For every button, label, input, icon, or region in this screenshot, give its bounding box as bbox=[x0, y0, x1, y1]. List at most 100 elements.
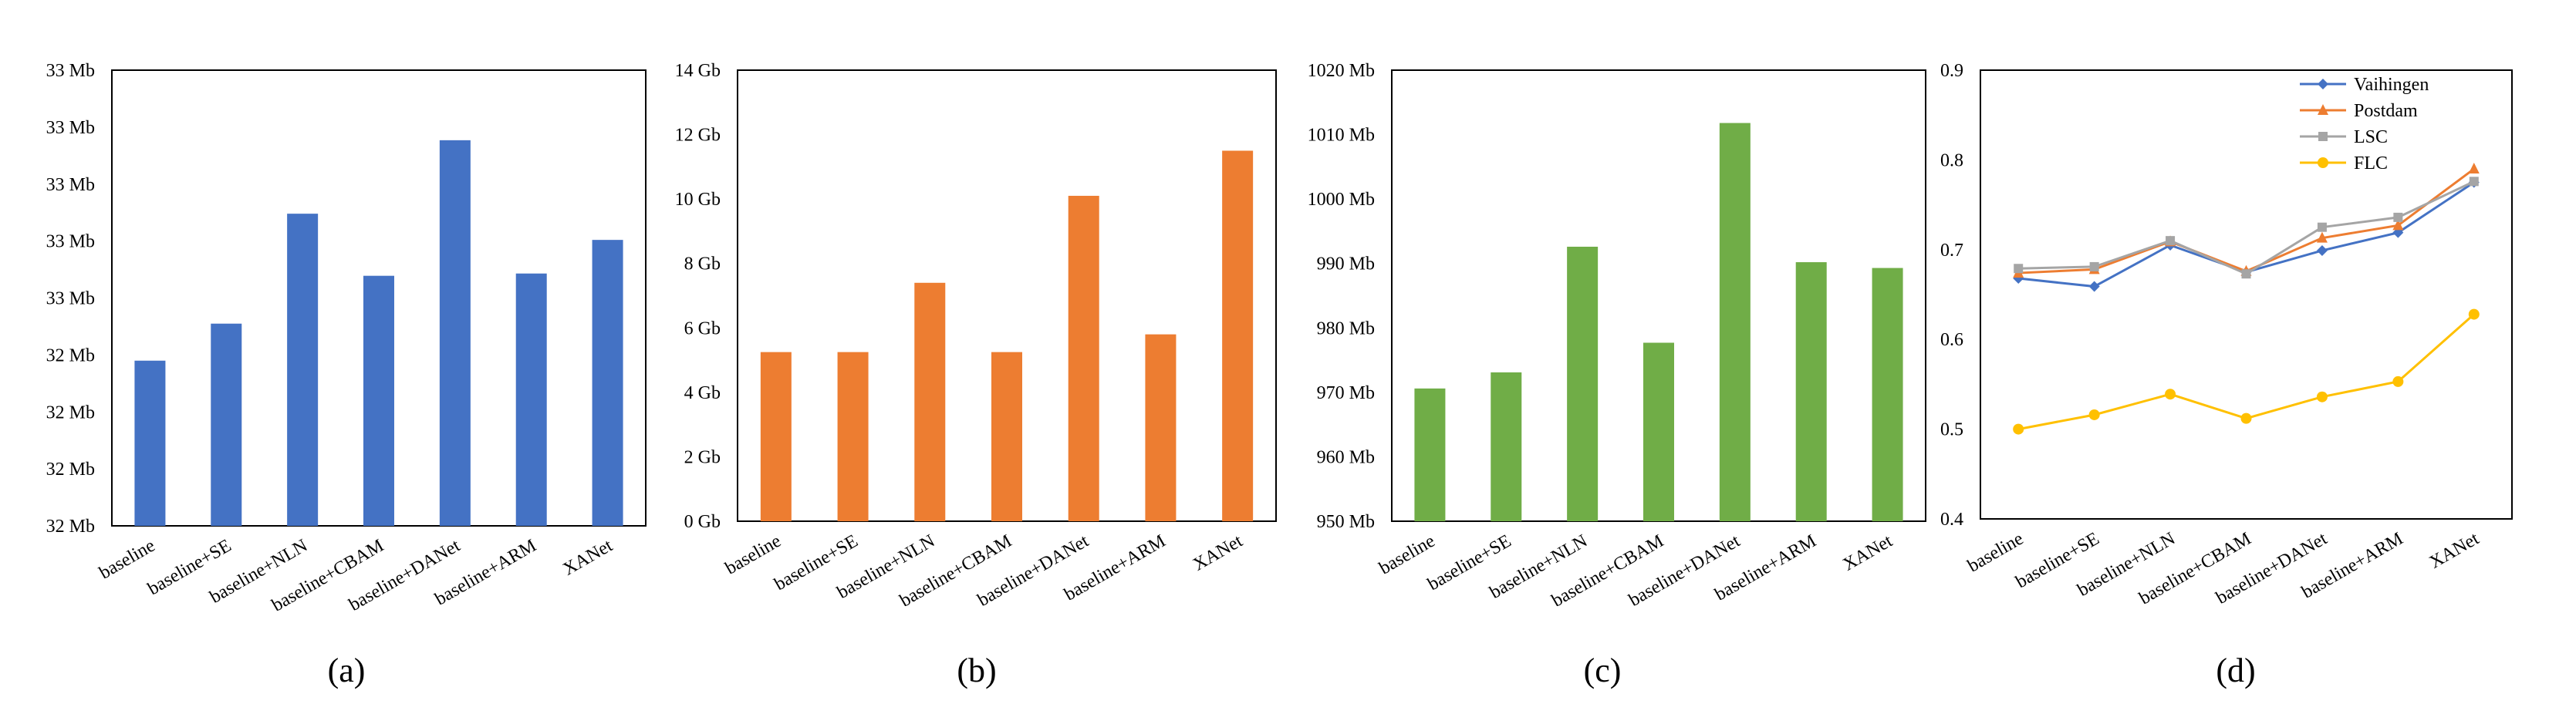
bar-7 bbox=[1872, 268, 1903, 521]
bar-2 bbox=[211, 323, 242, 526]
data-point bbox=[2088, 281, 2100, 292]
y-tick-label: 0.8 bbox=[1940, 150, 1963, 170]
y-tick-label: 32 Mb bbox=[46, 517, 95, 537]
bar-6 bbox=[515, 273, 547, 526]
data-point bbox=[2165, 389, 2176, 400]
y-tick-label: 1000 Mb bbox=[1308, 190, 1375, 210]
legend-label: Postdam bbox=[2354, 101, 2418, 121]
y-tick-label: 970 Mb bbox=[1317, 383, 1375, 403]
legend-marker bbox=[2318, 79, 2328, 89]
subfigure-label: (c) bbox=[1584, 652, 1622, 689]
bar-4 bbox=[363, 275, 394, 526]
y-tick-label: 4 Gb bbox=[684, 383, 721, 403]
y-tick-label: 32 Mb bbox=[46, 345, 95, 365]
y-tick-label: 0.4 bbox=[1940, 510, 1963, 530]
x-category-label: baseline bbox=[722, 531, 785, 579]
data-point bbox=[2088, 409, 2100, 420]
chart-panel-2: 0 Gb 2 Gb 4 Gb 6 Gb 8 Gb 10 Gb 12 Gb 14 Gb basel… bbox=[675, 61, 1277, 689]
y-tick-label: 2 Gb bbox=[684, 447, 721, 467]
x-category-label: XANet bbox=[2426, 529, 2483, 573]
y-tick-label: 6 Gb bbox=[684, 318, 721, 338]
data-point bbox=[2393, 212, 2403, 222]
y-tick-label: 33 Mb bbox=[46, 118, 95, 138]
y-tick-label: 33 Mb bbox=[46, 175, 95, 195]
bar-5 bbox=[1068, 195, 1099, 521]
bar-7 bbox=[1222, 150, 1254, 521]
x-category-label: XANet bbox=[560, 536, 616, 580]
y-tick-label: 0 Gb bbox=[684, 512, 721, 532]
bar-6 bbox=[1145, 334, 1177, 521]
bar-3 bbox=[1567, 246, 1599, 521]
bar-2 bbox=[1491, 372, 1522, 521]
bar-1 bbox=[134, 360, 166, 526]
series-line bbox=[2017, 313, 2475, 431]
y-tick-label: 33 Mb bbox=[46, 289, 95, 309]
data-point bbox=[2240, 413, 2252, 424]
data-point bbox=[2317, 222, 2327, 232]
y-tick-label: 0.9 bbox=[1940, 61, 1963, 81]
data-point bbox=[2013, 423, 2024, 435]
y-tick-label: 960 Mb bbox=[1317, 447, 1375, 467]
data-point bbox=[2316, 231, 2328, 243]
x-category-label: XANet bbox=[1190, 531, 1246, 575]
y-tick-label: 1010 Mb bbox=[1308, 126, 1375, 146]
y-tick-label: 980 Mb bbox=[1317, 318, 1375, 338]
x-category-label: baseline bbox=[96, 536, 158, 584]
y-tick-label: 32 Mb bbox=[46, 460, 95, 480]
chart-panel-1: 32 Mb 32 Mb 32 Mb 32 Mb 33 Mb 33 Mb 33 Mb 33 Mb… bbox=[46, 61, 647, 689]
bar-5 bbox=[1719, 123, 1751, 521]
data-point bbox=[2089, 261, 2099, 271]
bar-2 bbox=[837, 352, 869, 521]
subfigure-label: (b) bbox=[957, 652, 996, 689]
data-point bbox=[2316, 244, 2328, 256]
y-tick-label: 33 Mb bbox=[46, 232, 95, 252]
data-point bbox=[2469, 177, 2479, 187]
legend-label: LSC bbox=[2354, 127, 2388, 147]
bar-3 bbox=[287, 214, 319, 526]
data-point bbox=[2468, 308, 2480, 320]
legend-marker bbox=[2318, 132, 2328, 141]
data-point bbox=[2014, 264, 2024, 274]
y-tick-label: 12 Gb bbox=[675, 126, 721, 146]
y-tick-label: 32 Mb bbox=[46, 402, 95, 423]
data-point bbox=[2316, 391, 2328, 402]
y-tick-label: 990 Mb bbox=[1317, 254, 1375, 274]
legend-marker bbox=[2318, 104, 2328, 115]
bar-6 bbox=[1795, 262, 1827, 521]
legend-marker bbox=[2318, 157, 2328, 168]
data-point bbox=[2468, 163, 2480, 174]
y-tick-label: 1020 Mb bbox=[1308, 61, 1375, 81]
data-point bbox=[2392, 219, 2404, 231]
legend-label: Vaihingen bbox=[2354, 75, 2429, 95]
y-tick-label: 0.7 bbox=[1940, 241, 1963, 261]
y-tick-label: 0.6 bbox=[1940, 330, 1963, 350]
subfigure-label: (a) bbox=[328, 652, 366, 689]
chart-panel-3: 950 Mb 960 Mb 970 Mb 980 Mb 990 Mb 1000 Mb 101… bbox=[1308, 61, 1926, 689]
series-lsc bbox=[2014, 177, 2479, 279]
plot-frame bbox=[1980, 69, 2513, 520]
bar-1 bbox=[1414, 388, 1446, 521]
bar-5 bbox=[439, 140, 471, 526]
chart-panel-4: 0.40.50.60.70.80.9baselinebaseline+SEbas… bbox=[1940, 61, 2513, 689]
series-postdam bbox=[2013, 163, 2480, 278]
bar-4 bbox=[991, 352, 1022, 521]
y-tick-label: 8 Gb bbox=[684, 254, 721, 274]
bar-3 bbox=[914, 282, 946, 521]
subfigure-label: (d) bbox=[2216, 652, 2255, 689]
y-tick-label: 10 Gb bbox=[675, 190, 721, 210]
data-point bbox=[2241, 269, 2251, 279]
y-tick-label: 14 Gb bbox=[675, 61, 721, 81]
series-line bbox=[2018, 167, 2475, 274]
bar-1 bbox=[760, 352, 792, 521]
data-point bbox=[2392, 375, 2404, 387]
legend-label: FLC bbox=[2354, 153, 2388, 173]
data-point bbox=[2166, 236, 2176, 246]
bar-4 bbox=[1643, 342, 1674, 521]
legend: Vaihingen Postdam LSC FLC bbox=[2300, 75, 2429, 173]
x-category-label: XANet bbox=[1840, 531, 1896, 575]
bar-7 bbox=[592, 240, 623, 526]
y-tick-label: 950 Mb bbox=[1317, 512, 1375, 532]
x-category-label: baseline bbox=[1376, 531, 1438, 579]
series-flc bbox=[2013, 308, 2480, 435]
